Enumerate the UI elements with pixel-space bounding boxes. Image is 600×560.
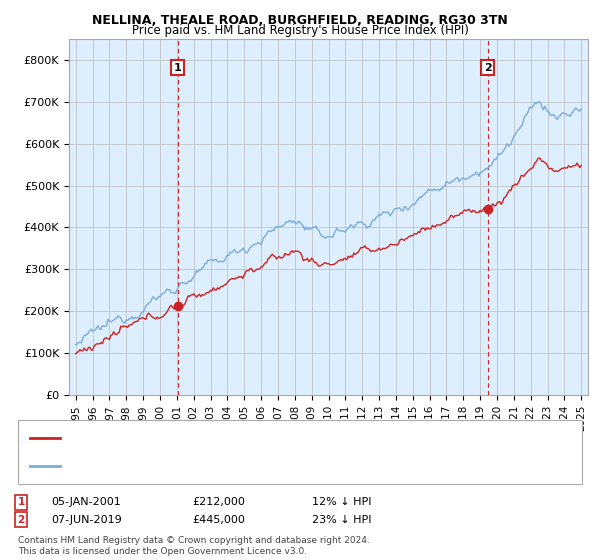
Text: HPI: Average price, detached house, West Berkshire: HPI: Average price, detached house, West… (66, 461, 337, 472)
Text: 12% ↓ HPI: 12% ↓ HPI (312, 497, 371, 507)
Text: NELLINA, THEALE ROAD, BURGHFIELD, READING, RG30 3TN (detached house): NELLINA, THEALE ROAD, BURGHFIELD, READIN… (66, 433, 471, 443)
Text: £212,000: £212,000 (192, 497, 245, 507)
Text: 1: 1 (17, 497, 25, 507)
Text: £445,000: £445,000 (192, 515, 245, 525)
Text: 23% ↓ HPI: 23% ↓ HPI (312, 515, 371, 525)
Text: NELLINA, THEALE ROAD, BURGHFIELD, READING, RG30 3TN: NELLINA, THEALE ROAD, BURGHFIELD, READIN… (92, 14, 508, 27)
Text: 05-JAN-2001: 05-JAN-2001 (51, 497, 121, 507)
Text: 07-JUN-2019: 07-JUN-2019 (51, 515, 122, 525)
Text: 1: 1 (173, 63, 181, 73)
Text: Contains HM Land Registry data © Crown copyright and database right 2024.
This d: Contains HM Land Registry data © Crown c… (18, 536, 370, 556)
Text: 2: 2 (484, 63, 491, 73)
Text: 2: 2 (17, 515, 25, 525)
Text: Price paid vs. HM Land Registry's House Price Index (HPI): Price paid vs. HM Land Registry's House … (131, 24, 469, 37)
